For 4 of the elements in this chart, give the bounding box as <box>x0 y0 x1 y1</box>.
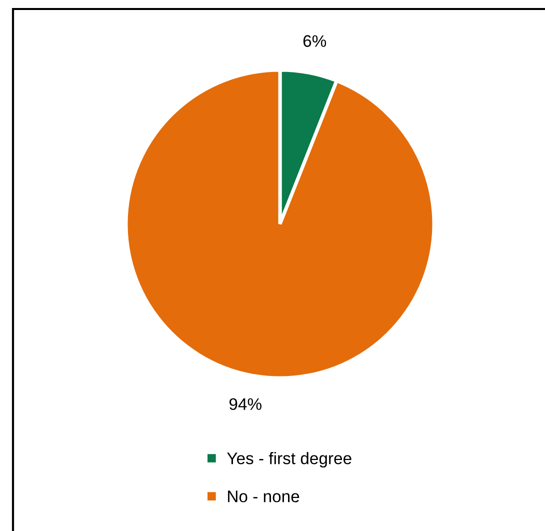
legend-label: Yes - first degree <box>227 452 352 468</box>
legend-label: No - none <box>228 490 300 502</box>
data-label: 6% <box>303 35 326 47</box>
data-label: 94% <box>229 398 262 410</box>
